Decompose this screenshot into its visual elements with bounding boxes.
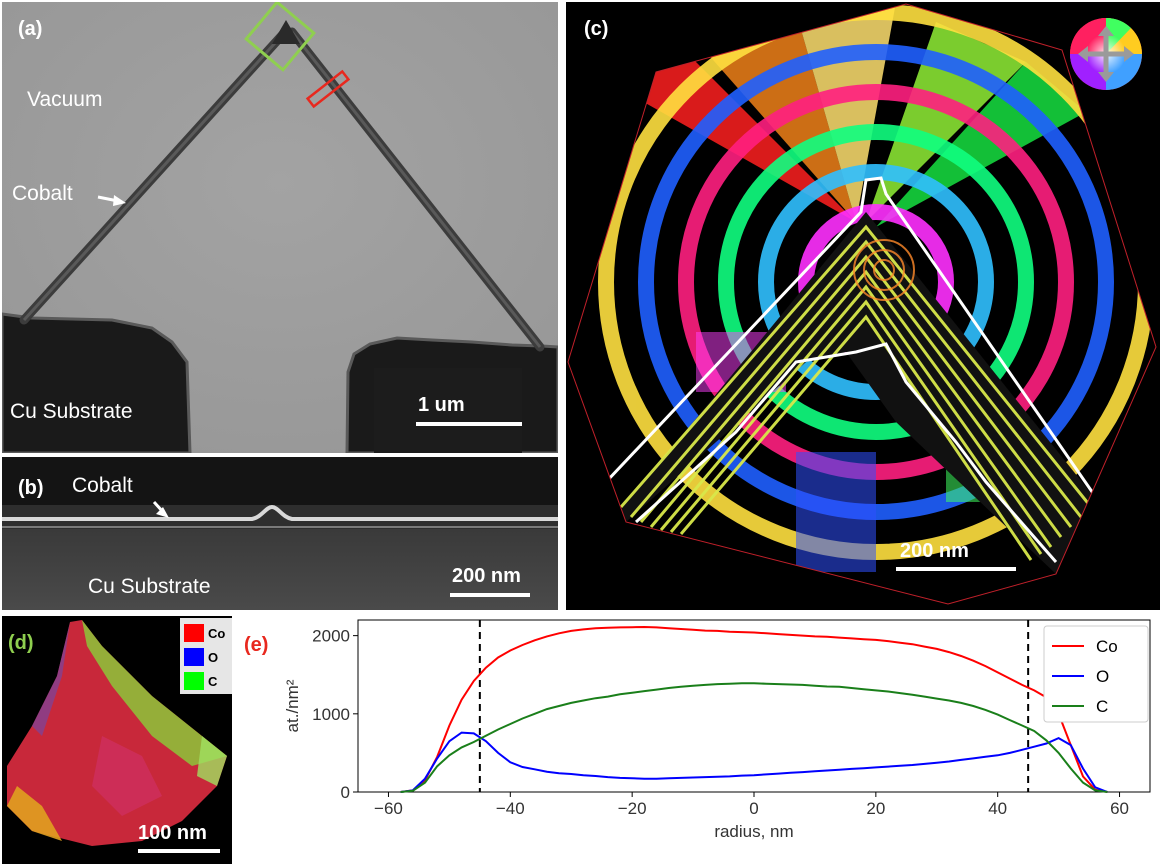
legend-label-co: Co	[1096, 637, 1118, 656]
legend-swatch-c	[184, 672, 204, 690]
color-wheel-icon	[1070, 17, 1142, 90]
cu-substrate-left	[2, 312, 192, 453]
cobalt-layer-b	[2, 504, 558, 521]
x-tick-label: 20	[866, 799, 885, 818]
y-tick-label: 1000	[312, 705, 350, 724]
cobalt-label-a: Cobalt	[12, 182, 73, 205]
scalebar-label-d: 100 nm	[138, 822, 207, 844]
series-line-c	[400, 682, 1108, 793]
legend-item-c: C	[184, 672, 217, 690]
panel-a-label: (a)	[18, 18, 43, 40]
chart-legend	[1043, 625, 1149, 723]
y-tick-label: 0	[341, 783, 350, 802]
panel-e-profile-chart: −60 −40 −20 0 20 40 60 0 1000 2000 radius, nm at./n…	[236, 614, 1160, 866]
legend-label-co: Co	[208, 625, 226, 641]
cobalt-wire-fringes	[611, 212, 1106, 574]
scalebar-label-a: 1 um	[418, 394, 465, 416]
red-roi-box	[305, 69, 351, 109]
panel-b-label: (b)	[18, 477, 44, 499]
x-tick-label: −40	[496, 799, 525, 818]
x-tick-label: −60	[374, 799, 403, 818]
panel-d-eds-map: (d) Co O C 100 nm	[2, 616, 232, 864]
legend-label-c: C	[1096, 697, 1108, 716]
panel-c-holography-map: (c) 200 nm	[566, 2, 1160, 610]
x-tick-label: 40	[988, 799, 1007, 818]
x-axis-label: radius, nm	[714, 822, 793, 841]
x-tick-label: 60	[1110, 799, 1129, 818]
panel-d-label: (d)	[8, 632, 34, 654]
panel-d-graphic	[7, 620, 227, 846]
series-line-co	[400, 625, 1108, 793]
wire-outline	[604, 176, 1108, 563]
vacuum-label: Vacuum	[27, 88, 103, 111]
scalebar-label-c: 200 nm	[900, 540, 969, 562]
substrate-label-b: Cu Substrate	[88, 575, 211, 598]
y-tick-label: 2000	[312, 627, 350, 646]
series-line-o	[400, 731, 1108, 793]
substrate-label-a: Cu Substrate	[10, 400, 133, 423]
scalebar-b	[450, 593, 530, 597]
panel-a-graphic	[2, 2, 558, 453]
legend-label-o: O	[1096, 667, 1109, 686]
legend-swatch-co	[184, 624, 204, 642]
scalebar-c	[896, 567, 1016, 571]
scalebar-a	[416, 422, 522, 426]
legend-item-co: Co	[184, 624, 225, 642]
eds-legend: Co O C	[180, 618, 232, 694]
y-axis-label: at./nm²	[283, 679, 302, 732]
panel-b-sem-image: (b) Cobalt Cu Substrate 200 nm	[2, 457, 558, 610]
plot-frame	[357, 619, 1151, 793]
panel-c-label: (c)	[584, 18, 609, 40]
profile-chart-svg: −60 −40 −20 0 20 40 60 0 1000 2000 radius, nm at./n…	[283, 619, 1151, 841]
legend-item-o: O	[184, 648, 218, 666]
x-tick-label: 0	[749, 799, 758, 818]
x-tick-label: −20	[618, 799, 647, 818]
legend-label-c: C	[208, 673, 218, 689]
cobalt-label-b: Cobalt	[72, 474, 133, 497]
panel-e-label: (e)	[244, 634, 269, 656]
panel-c-graphic	[567, 3, 1157, 605]
legend-label-o: O	[208, 649, 219, 665]
green-roi-box	[244, 2, 316, 72]
legend-swatch-o	[184, 648, 204, 666]
panel-a-sem-image: (a) Vacuum Cobalt Cu Substrate 1 um	[2, 2, 558, 453]
scalebar-d	[138, 849, 220, 853]
scalebar-label-b: 200 nm	[452, 565, 521, 587]
